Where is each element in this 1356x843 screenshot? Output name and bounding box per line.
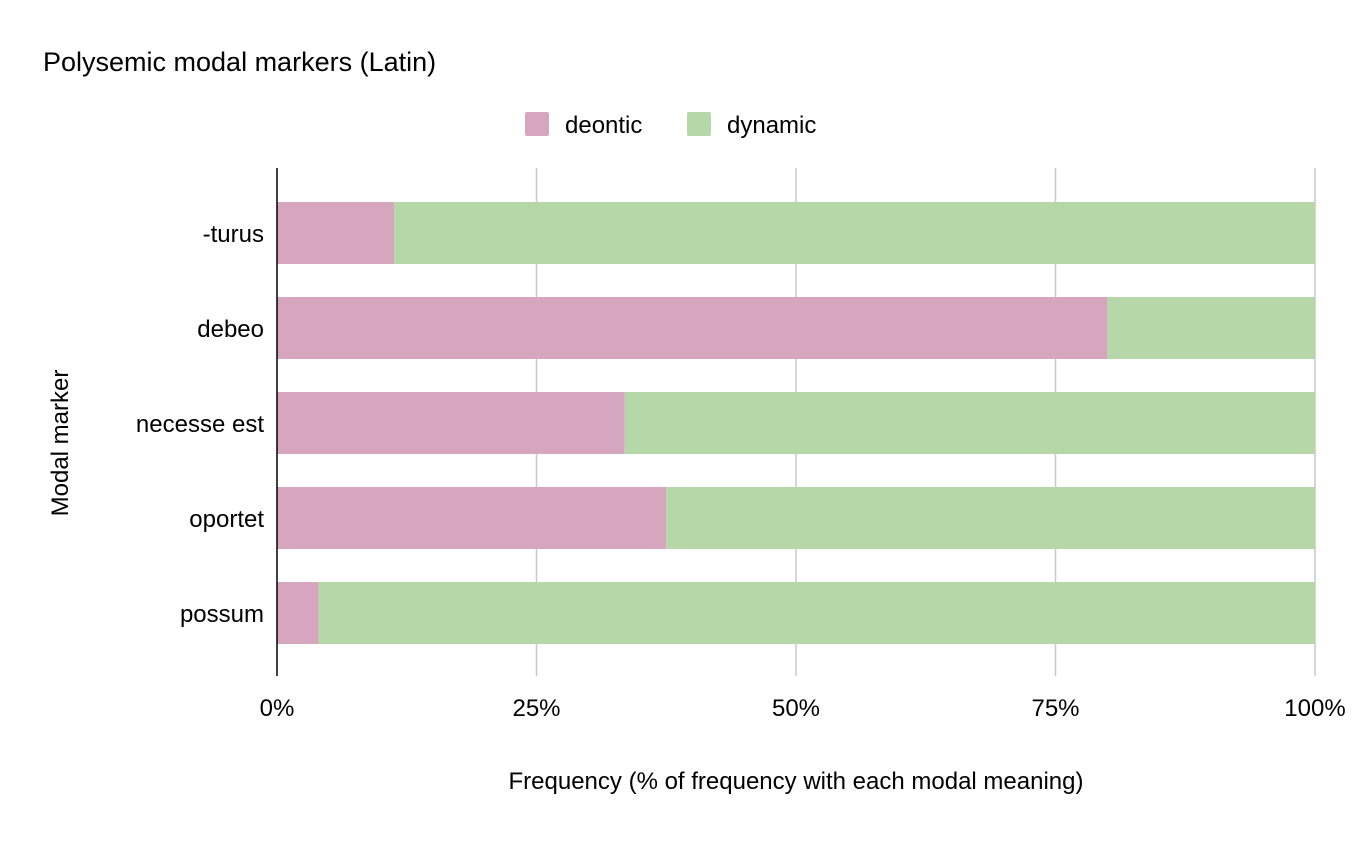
legend-swatch-dynamic — [687, 112, 711, 136]
bar-deontic-turus — [277, 202, 395, 264]
bar-dynamic-possum — [318, 582, 1315, 644]
bar-dynamic-oportet — [666, 487, 1315, 549]
bar-deontic-debeo — [277, 297, 1108, 359]
x-tick-label: 25% — [512, 695, 560, 722]
x-tick-label: 50% — [772, 695, 820, 722]
x-axis-title: Frequency (% of frequency with each moda… — [509, 768, 1084, 795]
x-tick-label: 100% — [1284, 695, 1345, 722]
y-tick-labels: -turus debeo necesse est oportet possum — [136, 221, 264, 628]
y-tick-label: oportet — [189, 506, 264, 533]
legend-label-dynamic: dynamic — [727, 112, 816, 139]
x-tick-labels: 0% 25% 50% 75% 100% — [260, 695, 1346, 722]
y-axis-title: Modal marker — [47, 370, 74, 517]
bar-dynamic-turus — [394, 202, 1315, 264]
y-tick-label: -turus — [203, 221, 264, 248]
bars — [277, 202, 1315, 644]
y-tick-label: possum — [180, 601, 264, 628]
legend-label-deontic: deontic — [565, 112, 642, 139]
bar-deontic-necesse-est — [277, 392, 625, 454]
bar-dynamic-necesse-est — [624, 392, 1315, 454]
y-tick-label: debeo — [197, 316, 264, 343]
x-tick-label: 0% — [260, 695, 295, 722]
legend: deontic dynamic — [525, 112, 816, 139]
bar-dynamic-debeo — [1107, 297, 1315, 359]
legend-swatch-deontic — [525, 112, 549, 136]
chart-title: Polysemic modal markers (Latin) — [43, 47, 436, 77]
x-tick-label: 75% — [1031, 695, 1079, 722]
bar-deontic-possum — [277, 582, 319, 644]
bar-deontic-oportet — [277, 487, 667, 549]
y-tick-label: necesse est — [136, 411, 264, 438]
